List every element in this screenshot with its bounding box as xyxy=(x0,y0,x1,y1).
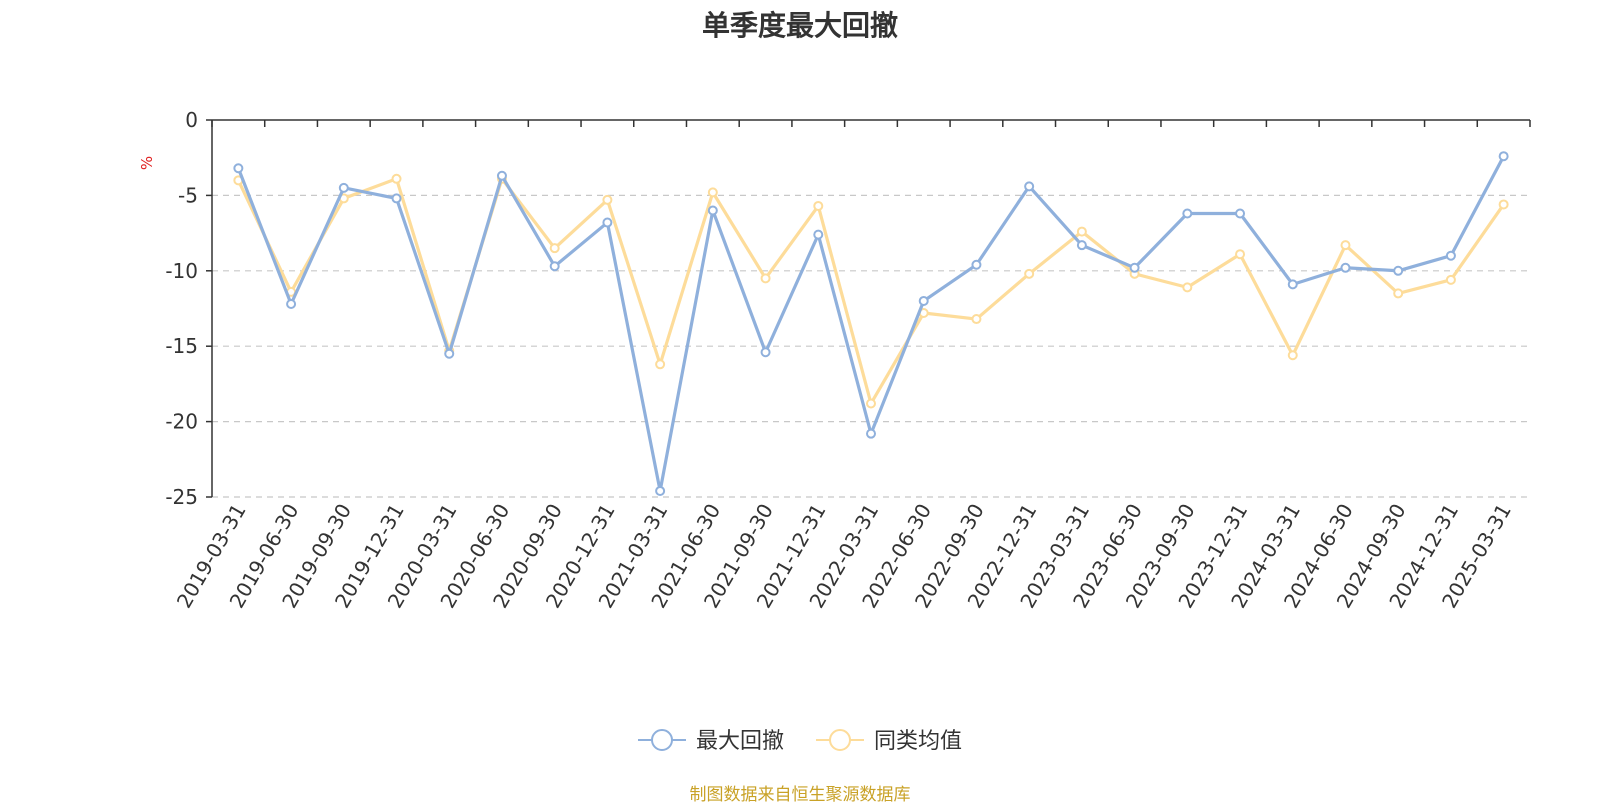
data-point xyxy=(1235,249,1246,260)
data-point xyxy=(760,273,771,284)
y-tick-label: -15 xyxy=(165,334,198,358)
data-point xyxy=(707,205,718,216)
data-point xyxy=(918,295,929,306)
data-point xyxy=(1235,208,1246,219)
data-point xyxy=(1182,208,1193,219)
data-point xyxy=(1076,240,1087,251)
data-point xyxy=(655,485,666,496)
data-point xyxy=(338,182,349,193)
series-line-max-drawdown xyxy=(236,155,1506,493)
data-point xyxy=(1393,265,1404,276)
data-point xyxy=(707,187,718,198)
legend-marker xyxy=(651,729,673,751)
y-tick-label: 0 xyxy=(185,108,198,132)
data-point xyxy=(971,314,982,325)
y-tick-label: -10 xyxy=(165,259,198,283)
data-point xyxy=(1024,181,1035,192)
data-point xyxy=(496,170,507,181)
legend-label: 最大回撤 xyxy=(696,729,784,754)
data-point xyxy=(391,173,402,184)
data-point xyxy=(971,259,982,270)
data-source-note: 制图数据来自恒生聚源数据库 xyxy=(689,785,911,805)
y-tick-label: -20 xyxy=(165,410,198,434)
data-point xyxy=(1287,350,1298,361)
data-point xyxy=(233,163,244,174)
data-point xyxy=(602,217,613,228)
data-point xyxy=(813,229,824,240)
data-point xyxy=(1287,279,1298,290)
data-point xyxy=(655,359,666,370)
data-point xyxy=(866,428,876,439)
data-point xyxy=(1498,151,1509,162)
data-point xyxy=(1129,262,1140,273)
data-point xyxy=(866,398,876,409)
data-point xyxy=(1076,226,1087,237)
data-point xyxy=(1340,240,1351,251)
data-point xyxy=(549,243,560,254)
chart-title: 单季度最大回撤 xyxy=(701,9,898,42)
data-point xyxy=(1024,268,1035,279)
y-tick-label: -25 xyxy=(165,485,198,509)
data-point xyxy=(813,200,824,211)
legend-marker xyxy=(829,729,851,751)
data-point xyxy=(286,298,297,309)
y-tick-label: -5 xyxy=(178,183,198,207)
data-point xyxy=(549,261,560,272)
data-point xyxy=(1393,288,1404,299)
y-axis-label: % xyxy=(138,156,156,170)
data-point xyxy=(391,193,402,204)
data-point xyxy=(1445,274,1456,285)
data-point xyxy=(1445,250,1456,261)
legend-label: 同类均值 xyxy=(874,729,962,754)
data-point xyxy=(1182,282,1193,293)
data-point xyxy=(760,347,771,358)
data-point xyxy=(1340,262,1351,273)
data-point xyxy=(602,194,613,205)
data-point xyxy=(1498,199,1509,210)
data-point xyxy=(444,348,455,359)
